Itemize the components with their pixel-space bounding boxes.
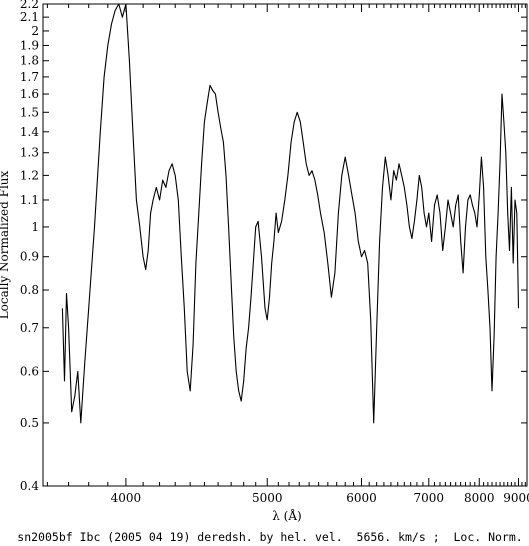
y-tick-label: 0.8 [20,283,39,297]
y-tick-label: 1.2 [20,168,39,182]
series-layer [61,3,520,424]
x-axis: 4000 5000 6000 7000 8000 9000 [46,4,529,505]
y-tick-label: 1.1 [20,193,39,207]
x-tick-label: 7000 [413,491,444,505]
y-tick-label: 1.3 [20,146,39,160]
plot-border [42,3,528,487]
y-tick-label: 1.8 [20,54,39,68]
x-tick-label: 9000 [503,491,529,505]
y-tick-label: 1.9 [20,38,39,52]
y-tick-label: 2 [31,24,39,38]
x-tick-label: 5000 [252,491,283,505]
y-tick-label: 1.5 [20,105,39,119]
x-axis-title: λ (Å) [272,508,301,523]
y-tick-label: 0.6 [20,364,39,378]
y-tick-label: 0.9 [20,250,39,264]
y-tick-label: 1.6 [20,87,39,101]
chart-caption: sn2005bf Ibc (2005 04 19) deredsh. by he… [17,530,522,544]
spectrum-line [61,3,520,424]
y-tick-label: 1.4 [20,125,39,139]
y-tick-label: 1 [31,220,39,234]
y-tick-label: 1.7 [20,70,39,84]
y-tick-label: 2.1 [20,10,39,24]
x-tick-label: 4000 [111,491,142,505]
y-tick-label: 0.7 [20,321,39,335]
y-tick-label: 0.4 [20,479,39,493]
x-tick-label: 8000 [464,491,495,505]
y-tick-label: 2.2 [20,0,39,11]
y-tick-label: 0.5 [20,416,39,430]
x-tick-label: 6000 [346,491,377,505]
plot-frame [42,3,528,487]
y-axis: 0.4 0.5 0.6 0.7 0.8 0.9 1 1.1 1.2 1.3 1.4 1.5 1.6 1.7… [20,0,527,493]
y-axis-title: Locally Normalized Flux [0,170,11,319]
